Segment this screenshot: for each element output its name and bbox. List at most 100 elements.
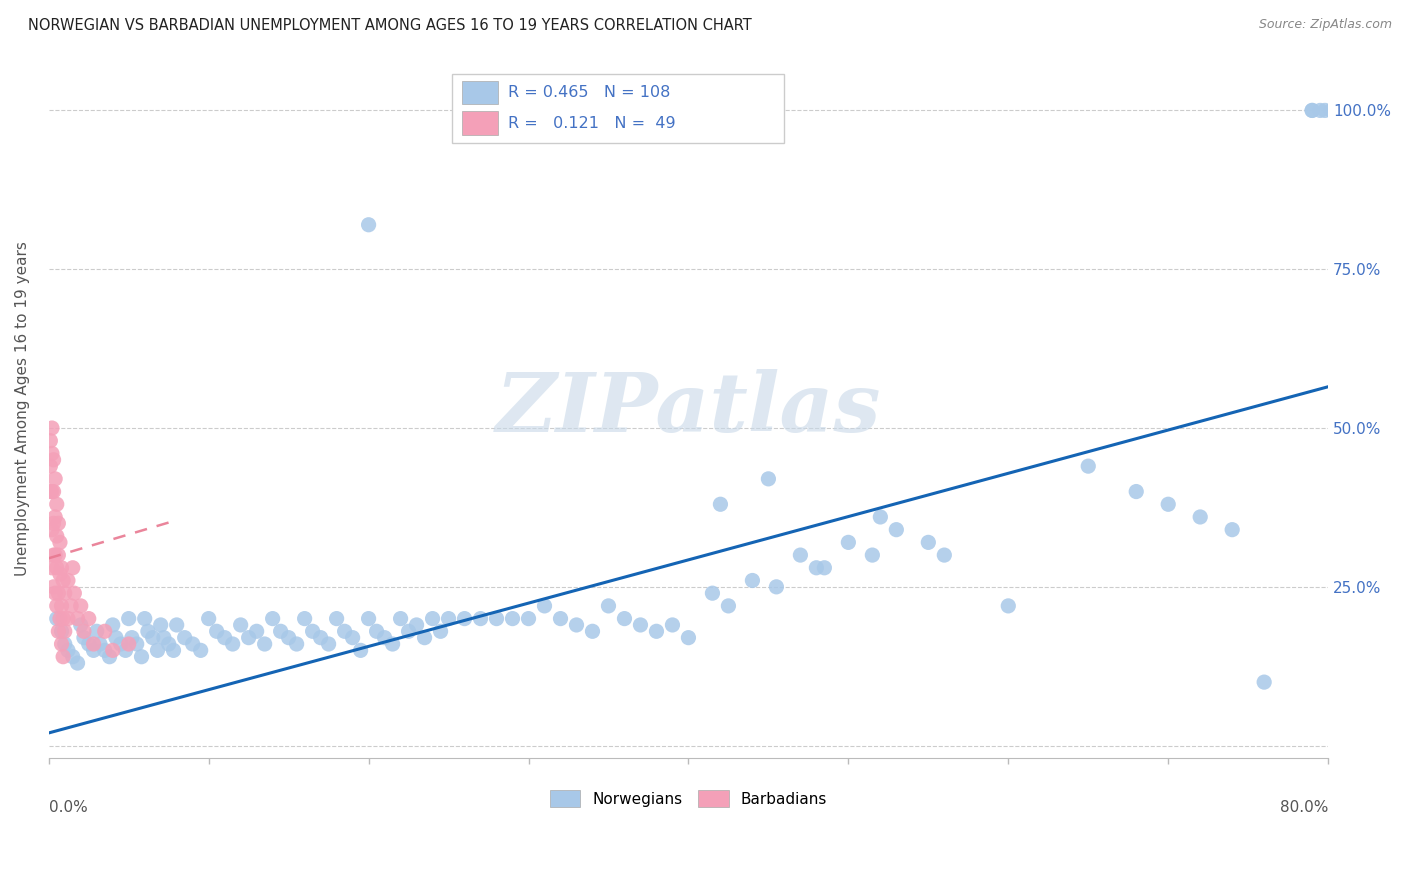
Point: [190, 643, 212, 657]
Point: [77, 637, 100, 651]
Point: [1320, 103, 1343, 118]
Point: [134, 611, 156, 625]
Point: [146, 643, 169, 657]
Point: [53, 586, 76, 600]
Point: [44, 586, 66, 600]
Point: [62, 561, 84, 575]
Point: [661, 618, 683, 632]
FancyBboxPatch shape: [451, 73, 785, 144]
Point: [39, 484, 62, 499]
Point: [118, 637, 141, 651]
Point: [45, 611, 67, 625]
Point: [39, 459, 62, 474]
Point: [149, 618, 172, 632]
Point: [49, 535, 72, 549]
Point: [63, 586, 86, 600]
Point: [709, 497, 731, 511]
Point: [44, 472, 66, 486]
Point: [42, 548, 65, 562]
Point: [1220, 523, 1243, 537]
Point: [51, 637, 73, 651]
Text: ZIPatlas: ZIPatlas: [496, 369, 882, 449]
Point: [934, 548, 956, 562]
Point: [83, 643, 105, 657]
Point: [39, 434, 62, 448]
Point: [741, 574, 763, 588]
Point: [86, 624, 108, 639]
Point: [1301, 103, 1323, 118]
Point: [69, 599, 91, 613]
Point: [246, 624, 269, 639]
Point: [83, 637, 105, 651]
Point: [104, 631, 127, 645]
Point: [121, 631, 143, 645]
Point: [52, 611, 75, 625]
Point: [533, 599, 555, 613]
Point: [1309, 103, 1331, 118]
Point: [1125, 484, 1147, 499]
Point: [46, 624, 69, 639]
Point: [46, 586, 69, 600]
Point: [238, 631, 260, 645]
Point: [42, 484, 65, 499]
Point: [398, 624, 420, 639]
Point: [598, 599, 620, 613]
Bar: [463, 112, 498, 135]
Point: [717, 599, 740, 613]
Point: [98, 649, 121, 664]
Point: [502, 611, 524, 625]
Point: [758, 472, 780, 486]
Text: R = 0.465   N = 108: R = 0.465 N = 108: [508, 85, 671, 100]
Point: [1301, 103, 1323, 118]
Point: [205, 624, 228, 639]
Point: [357, 611, 380, 625]
Point: [162, 643, 184, 657]
Point: [45, 497, 67, 511]
Point: [62, 649, 84, 664]
Point: [131, 649, 153, 664]
Point: [56, 574, 79, 588]
Point: [470, 611, 492, 625]
Bar: [463, 80, 498, 104]
Y-axis label: Unemployment Among Ages 16 to 19 years: Unemployment Among Ages 16 to 19 years: [15, 242, 30, 576]
Legend: Norwegians, Barbadians: Norwegians, Barbadians: [544, 784, 834, 814]
Point: [45, 529, 67, 543]
Point: [114, 643, 136, 657]
Point: [214, 631, 236, 645]
Point: [229, 618, 252, 632]
Point: [166, 618, 188, 632]
Point: [197, 611, 219, 625]
Point: [1313, 103, 1336, 118]
Point: [253, 637, 276, 651]
Point: [49, 611, 72, 625]
Point: [413, 631, 436, 645]
Point: [860, 548, 883, 562]
Point: [309, 631, 332, 645]
Point: [886, 523, 908, 537]
Point: [437, 611, 460, 625]
Point: [89, 637, 111, 651]
Point: [325, 611, 347, 625]
Point: [41, 446, 63, 460]
Point: [1077, 459, 1099, 474]
Point: [45, 599, 67, 613]
Point: [73, 624, 96, 639]
Point: [765, 580, 787, 594]
Point: [41, 484, 63, 499]
Point: [93, 624, 115, 639]
Point: [333, 624, 356, 639]
Text: R =   0.121   N =  49: R = 0.121 N = 49: [508, 116, 676, 131]
Point: [153, 631, 176, 645]
Point: [77, 611, 100, 625]
Point: [645, 624, 668, 639]
Point: [110, 637, 132, 651]
Point: [374, 631, 396, 645]
Point: [917, 535, 939, 549]
Point: [41, 421, 63, 435]
Point: [56, 643, 79, 657]
Point: [52, 649, 75, 664]
Point: [66, 611, 89, 625]
Point: [42, 516, 65, 531]
Point: [613, 611, 636, 625]
Point: [173, 631, 195, 645]
